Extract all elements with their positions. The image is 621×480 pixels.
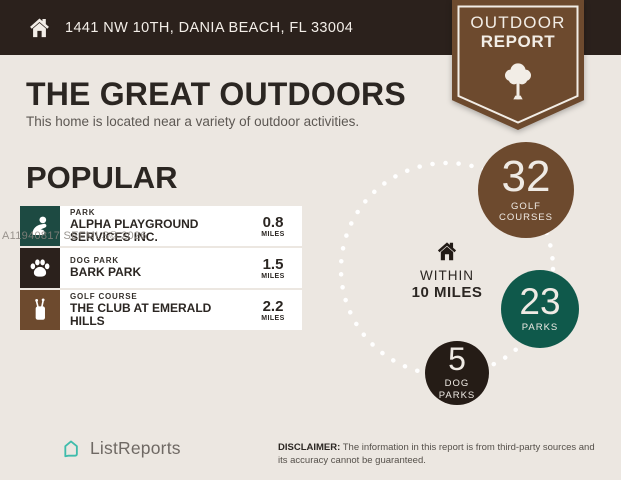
dog-parks-count: 5 [448, 341, 466, 378]
golf-courses-label: GOLF COURSES [499, 201, 553, 225]
golf-course-category: GOLF COURSE [70, 291, 138, 301]
dog-parks-label: DOG PARKS [439, 378, 476, 402]
within-text: WITHIN [420, 268, 474, 283]
parks-stat-circle: 23 PARKS [501, 270, 579, 348]
dog-park-distance-value: 1.5 [262, 255, 284, 273]
home-center-icon [437, 242, 457, 261]
golf-courses-count: 32 [501, 151, 551, 201]
golf-courses-label-line1: GOLF [511, 200, 541, 212]
playground-icon [32, 216, 47, 235]
parks-label-line1: PARKS [521, 322, 559, 334]
badge-outline [457, 5, 579, 124]
radius-dotted-ring [338, 160, 556, 378]
disclaimer-text: DISCLAIMER: The information in this repo… [278, 441, 606, 468]
disclaimer-label: DISCLAIMER: [278, 442, 341, 453]
list-item-dog-park: DOG PARK BARK PARK 1.5 MILES [20, 248, 302, 288]
home-icon [30, 18, 49, 38]
parks-count: 23 [519, 280, 561, 322]
badge-line1: OUTDOOR [470, 13, 566, 32]
golf-bag-icon [35, 298, 45, 320]
golf-course-distance-value: 2.2 [262, 297, 284, 315]
dog-park-name: BARK PARK [70, 265, 142, 280]
listreports-brand-name: ListReports [90, 437, 181, 458]
outdoor-report-badge: OUTDOOR REPORT [452, 0, 584, 130]
within-miles-text: 10 MILES [411, 284, 483, 301]
property-address: 1441 NW 10TH, DANIA BEACH, FL 33004 [65, 19, 354, 36]
dog-park-tile [20, 248, 60, 288]
tree-icon [505, 63, 531, 100]
dog-parks-label-line2: PARKS [438, 389, 476, 401]
park-text: PARK ALPHA PLAYGROUND SERVICES INC. [60, 206, 248, 246]
disclaimer-body: The information in this report is from t… [278, 442, 595, 467]
golf-course-distance: 2.2 MILES [248, 290, 302, 330]
listreports-brand: ListReports [60, 437, 181, 459]
dog-park-text: DOG PARK BARK PARK [60, 248, 248, 288]
popular-heading: POPULAR [26, 160, 178, 195]
within-radius-label: WITHIN 10 MILES [397, 238, 497, 301]
popular-list: PARK ALPHA PLAYGROUND SERVICES INC. 0.8 … [20, 206, 302, 332]
park-name: ALPHA PLAYGROUND SERVICES INC. [70, 216, 199, 244]
golf-course-text: GOLF COURSE THE CLUB AT EMERALD HILLS [60, 290, 248, 330]
mls-watermark: A11940817 SEFMLS© 2026 [2, 230, 147, 242]
park-category: PARK [70, 207, 96, 217]
park-distance-value: 0.8 [262, 213, 284, 231]
park-distance-unit: MILES [261, 230, 285, 238]
list-item-golf-course: GOLF COURSE THE CLUB AT EMERALD HILLS 2.… [20, 290, 302, 330]
golf-courses-label-line2: COURSES [499, 212, 553, 224]
park-distance: 0.8 MILES [248, 206, 302, 246]
dog-park-category: DOG PARK [70, 256, 119, 266]
golf-course-name: THE CLUB AT EMERALD HILLS [70, 300, 212, 328]
listreports-logo-icon [64, 440, 78, 458]
park-tile [20, 206, 60, 246]
golf-course-tile [20, 290, 60, 330]
dog-park-distance-unit: MILES [261, 272, 285, 280]
page-title: THE GREAT OUTDOORS [26, 76, 406, 112]
paw-icon [30, 259, 50, 277]
dog-parks-label-line1: DOG [444, 377, 470, 389]
golf-course-distance-unit: MILES [261, 314, 285, 322]
badge-line2: REPORT [480, 32, 556, 51]
golf-courses-stat-circle: 32 GOLF COURSES [478, 142, 574, 238]
page-subtitle: This home is located near a variety of o… [26, 114, 360, 129]
dog-parks-stat-circle: 5 DOG PARKS [425, 341, 489, 405]
parks-label: PARKS [522, 322, 559, 334]
dog-park-distance: 1.5 MILES [248, 248, 302, 288]
list-item-park: PARK ALPHA PLAYGROUND SERVICES INC. 0.8 … [20, 206, 302, 246]
